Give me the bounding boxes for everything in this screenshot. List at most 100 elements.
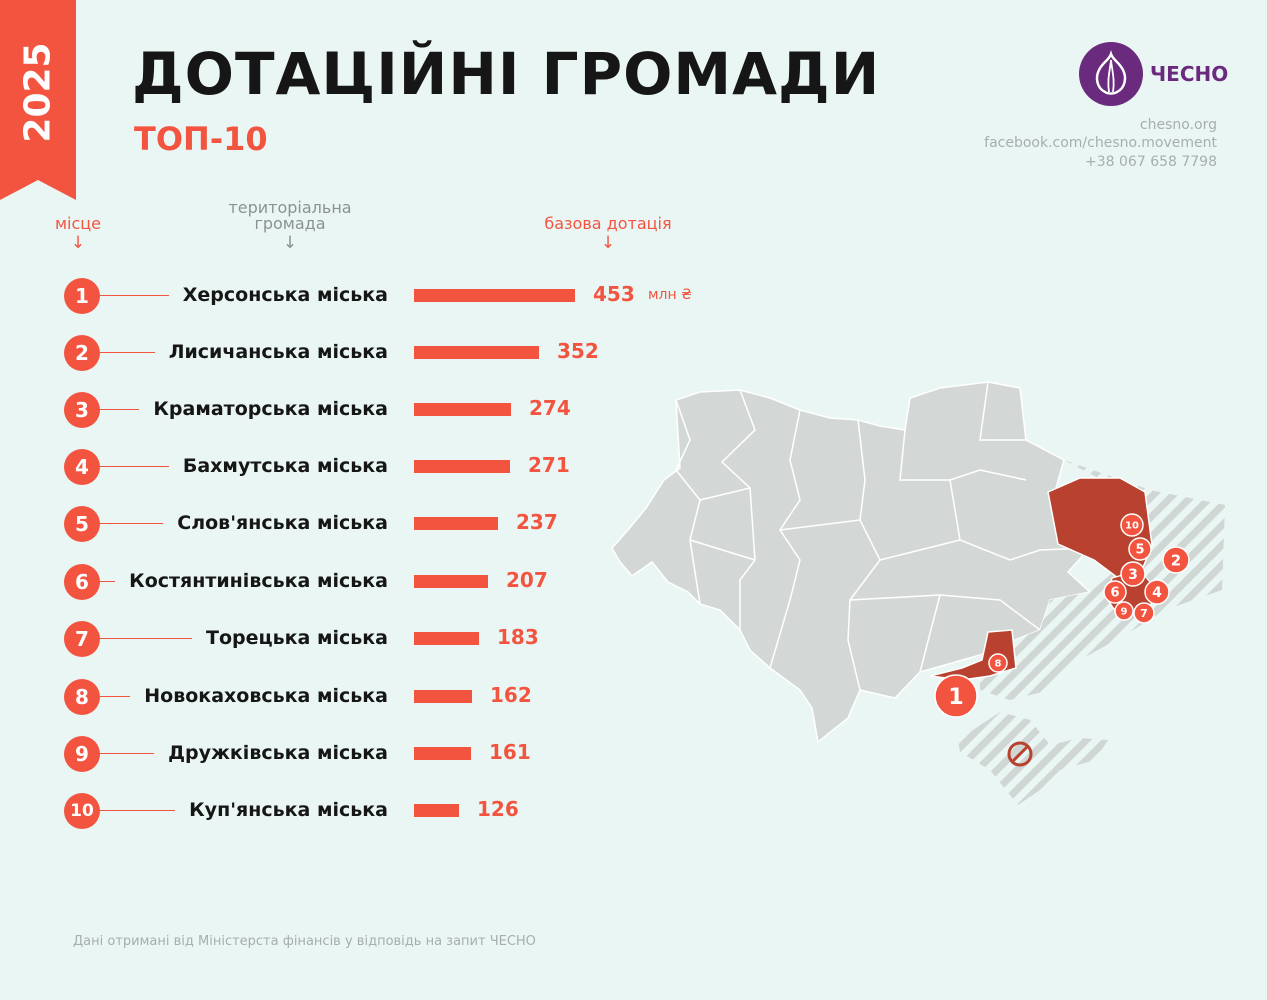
table-row: 5 Слов'янська міська 237 <box>0 504 760 544</box>
unit-label: млн ₴ <box>648 287 692 303</box>
leader-line <box>100 753 154 754</box>
table-row: 6 Костянтинівська міська 207 <box>0 562 760 602</box>
arrow-down-icon: ↓ <box>70 233 86 253</box>
ukraine-map: 1 2 34 5 6 7 8 9 10 <box>611 381 1225 805</box>
leader-line <box>100 638 192 639</box>
rank-badge: 4 <box>64 449 100 485</box>
subsidy-value: 207 <box>506 568 548 592</box>
rank-badge: 3 <box>64 392 100 428</box>
leader-line <box>100 523 163 524</box>
rank-badge: 6 <box>64 564 100 600</box>
subsidy-bar <box>414 804 459 817</box>
subsidy-value: 274 <box>529 396 571 420</box>
rank-badge: 2 <box>64 335 100 371</box>
table-row: 10 Куп'янська міська 126 <box>0 791 760 831</box>
year-label: 2025 <box>17 42 59 143</box>
svg-text:5: 5 <box>1135 543 1144 558</box>
table-row: 9 Дружківська міська 161 <box>0 734 760 774</box>
subsidy-value: 453 <box>593 282 635 306</box>
year-ribbon <box>0 0 76 200</box>
rank-badge: 7 <box>64 621 100 657</box>
rank-badge: 10 <box>64 793 100 829</box>
community-name: Бахмутська міська <box>182 455 388 477</box>
page-title: ДОТАЦІЙНІ ГРОМАДИ <box>132 40 881 108</box>
subsidy-value: 271 <box>528 453 570 477</box>
table-row: 1 Херсонська міська 453 <box>0 276 760 316</box>
column-subsidy-header: базова дотація ↓ <box>528 214 688 253</box>
community-name: Лисичанська міська <box>168 341 388 363</box>
table-row: 7 Торецька міська 183 <box>0 619 760 659</box>
subsidy-value: 126 <box>477 797 519 821</box>
map-marker-7: 7 <box>1133 602 1155 624</box>
subsidy-bar <box>414 517 498 530</box>
rank-badge: 5 <box>64 506 100 542</box>
map-territory <box>611 381 1092 744</box>
subsidy-value: 161 <box>489 740 531 764</box>
leader-line <box>100 295 169 296</box>
table-row: 2 Лисичанська міська 352 <box>0 333 760 373</box>
map-marker-9: 9 <box>1114 601 1134 621</box>
map-marker-4: 4 <box>1144 579 1170 605</box>
svg-text:2: 2 <box>1171 551 1181 569</box>
subsidy-bar <box>414 289 575 302</box>
rank-badge: 8 <box>64 679 100 715</box>
svg-text:4: 4 <box>1152 585 1162 601</box>
svg-text:3: 3 <box>1128 567 1138 583</box>
subsidy-value: 352 <box>557 339 599 363</box>
svg-text:9: 9 <box>1121 607 1128 618</box>
leader-line <box>100 696 130 697</box>
brand-name: ЧЕСНО <box>1150 62 1229 86</box>
community-name: Слов'янська міська <box>177 512 388 534</box>
map-marker-8: 8 <box>988 653 1008 673</box>
table-row: 3 Краматорська міська 274 <box>0 390 760 430</box>
community-name: Краматорська міська <box>153 398 388 420</box>
crimea <box>958 712 1108 805</box>
svg-text:8: 8 <box>995 659 1002 670</box>
subsidy-bar <box>414 460 510 473</box>
community-name: Херсонська міська <box>182 284 388 306</box>
chesno-logo-icon <box>1079 42 1143 106</box>
community-name: Костянтинівська міська <box>129 570 388 592</box>
svg-text:7: 7 <box>1140 607 1148 620</box>
subsidy-value: 183 <box>497 625 539 649</box>
table-row: 8 Новокаховська міська 162 <box>0 677 760 717</box>
table-row: 4 Бахмутська міська 271 <box>0 447 760 487</box>
rank-badge: 1 <box>64 278 100 314</box>
subsidy-bar <box>414 575 488 588</box>
contact-site[interactable]: chesno.org <box>1139 117 1217 133</box>
arrow-down-icon: ↓ <box>282 233 298 253</box>
leader-line <box>100 466 169 467</box>
leader-line <box>100 810 175 811</box>
footnote: Дані отримані від Міністерста фінансів у… <box>73 934 536 949</box>
arrow-down-icon: ↓ <box>600 233 616 253</box>
map-marker-3: 3 <box>1120 561 1146 587</box>
subsidy-value: 237 <box>516 510 558 534</box>
page-subtitle: ТОП-10 <box>134 120 268 158</box>
contact-facebook[interactable]: facebook.com/chesno.movement <box>984 135 1217 151</box>
community-name: Торецька міська <box>206 627 388 649</box>
column-place-header: місце ↓ <box>40 214 116 253</box>
contact-phone: +38 067 658 7798 <box>1085 154 1217 170</box>
subsidy-bar <box>414 747 471 760</box>
subsidy-bar <box>414 346 539 359</box>
subsidy-value: 162 <box>490 683 532 707</box>
no-entry-icon <box>1007 741 1033 767</box>
map-marker-1: 1 <box>934 674 978 718</box>
leader-line <box>100 581 115 582</box>
map-marker-2: 2 <box>1162 546 1190 574</box>
svg-text:1: 1 <box>948 685 963 710</box>
svg-text:6: 6 <box>1110 586 1119 601</box>
map-marker-5: 5 <box>1128 537 1152 561</box>
leader-line <box>100 409 139 410</box>
community-name: Куп'янська міська <box>189 799 388 821</box>
subsidy-bar <box>414 690 472 703</box>
occupied-territory <box>980 460 1225 700</box>
svg-text:10: 10 <box>1125 521 1139 532</box>
leader-line <box>100 352 155 353</box>
community-name: Дружківська міська <box>168 742 388 764</box>
subsidy-bar <box>414 403 511 416</box>
column-community-header: територіальна громада ↓ <box>215 198 365 253</box>
map-marker-10: 10 <box>1120 513 1144 537</box>
rank-badge: 9 <box>64 736 100 772</box>
community-name: Новокаховська міська <box>144 685 388 707</box>
